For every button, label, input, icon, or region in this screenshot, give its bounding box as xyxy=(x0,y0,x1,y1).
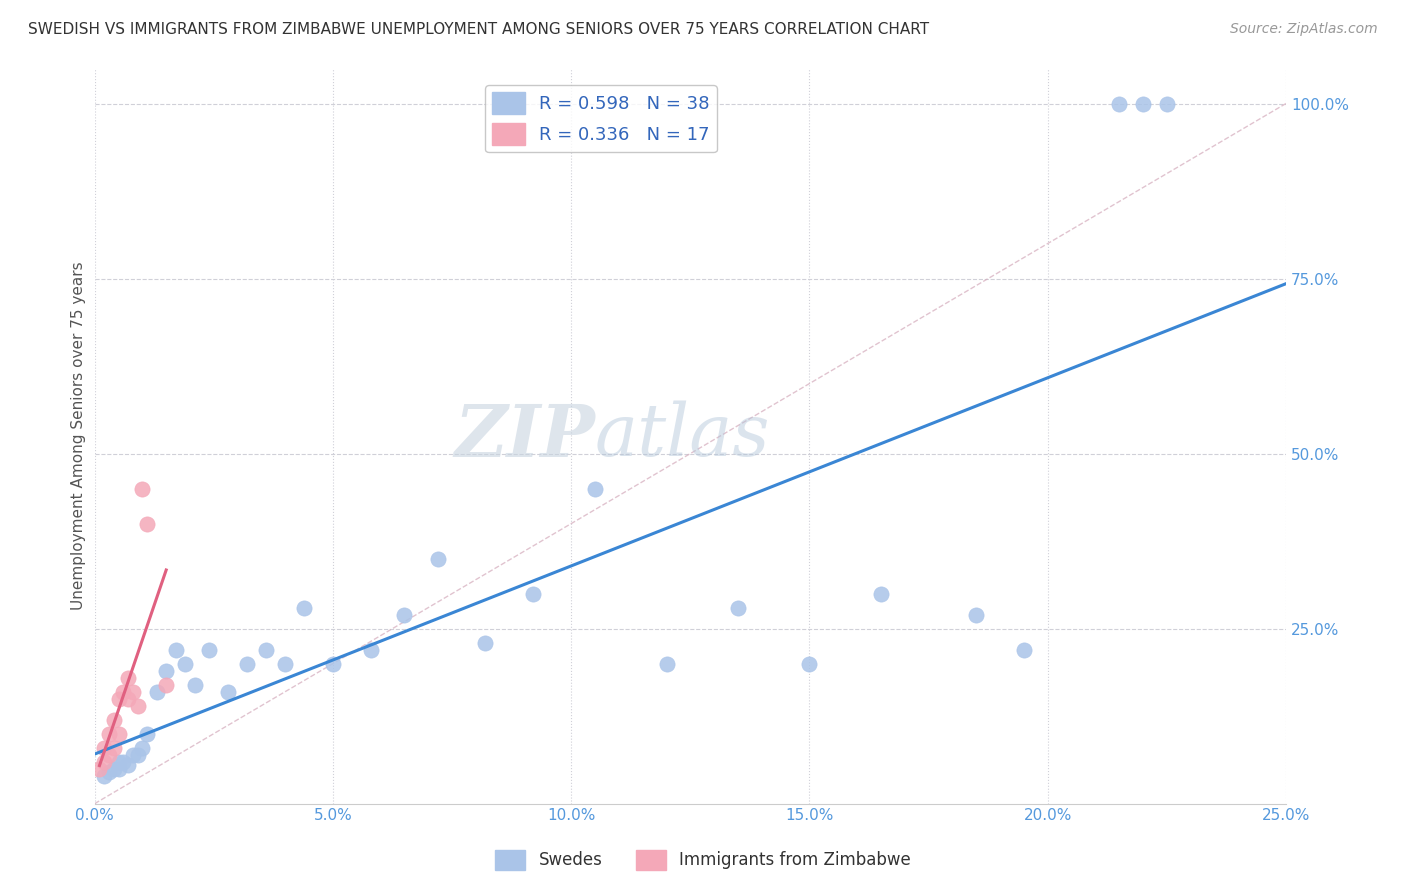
Point xyxy=(93,769,115,783)
Point xyxy=(107,762,129,776)
Point xyxy=(103,740,125,755)
Point xyxy=(107,726,129,740)
Point xyxy=(292,600,315,615)
Point xyxy=(89,762,111,776)
Point xyxy=(799,657,821,671)
Point xyxy=(98,747,121,762)
Point xyxy=(93,755,115,769)
Point xyxy=(360,642,382,657)
Point xyxy=(870,586,893,600)
Point xyxy=(254,642,277,657)
Point xyxy=(127,747,149,762)
Point xyxy=(98,726,121,740)
Point xyxy=(112,684,135,698)
Point xyxy=(117,671,139,685)
Point xyxy=(727,600,749,615)
Point xyxy=(174,657,197,671)
Text: Source: ZipAtlas.com: Source: ZipAtlas.com xyxy=(1230,22,1378,37)
Point xyxy=(236,657,259,671)
Point xyxy=(131,482,153,496)
Point xyxy=(112,755,135,769)
Point xyxy=(103,713,125,727)
Point xyxy=(322,657,344,671)
Legend: R = 0.598   N = 38, R = 0.336   N = 17: R = 0.598 N = 38, R = 0.336 N = 17 xyxy=(485,85,717,153)
Point xyxy=(1132,96,1154,111)
Point xyxy=(1156,96,1178,111)
Point xyxy=(274,657,297,671)
Point xyxy=(155,677,177,691)
Point xyxy=(93,740,115,755)
Point xyxy=(103,762,125,776)
Point xyxy=(107,755,129,769)
Point xyxy=(184,677,207,691)
Y-axis label: Unemployment Among Seniors over 75 years: Unemployment Among Seniors over 75 years xyxy=(72,261,86,610)
Point xyxy=(98,765,121,780)
Point xyxy=(117,691,139,706)
Point xyxy=(198,642,221,657)
Point xyxy=(121,747,143,762)
Point xyxy=(217,684,239,698)
Point xyxy=(1012,642,1035,657)
Point xyxy=(145,684,167,698)
Point xyxy=(136,516,159,531)
Point xyxy=(127,698,149,713)
Point xyxy=(121,684,143,698)
Point xyxy=(474,635,496,649)
Point xyxy=(107,691,129,706)
Text: atlas: atlas xyxy=(595,401,770,471)
Point xyxy=(165,642,187,657)
Point xyxy=(522,586,544,600)
Point xyxy=(583,482,606,496)
Legend: Swedes, Immigrants from Zimbabwe: Swedes, Immigrants from Zimbabwe xyxy=(488,843,918,877)
Point xyxy=(965,607,987,622)
Point xyxy=(155,664,177,678)
Text: ZIP: ZIP xyxy=(454,401,595,472)
Point xyxy=(426,551,449,566)
Text: SWEDISH VS IMMIGRANTS FROM ZIMBABWE UNEMPLOYMENT AMONG SENIORS OVER 75 YEARS COR: SWEDISH VS IMMIGRANTS FROM ZIMBABWE UNEM… xyxy=(28,22,929,37)
Point xyxy=(131,740,153,755)
Point xyxy=(655,657,678,671)
Point xyxy=(1108,96,1130,111)
Point xyxy=(117,758,139,772)
Point xyxy=(136,726,159,740)
Point xyxy=(394,607,416,622)
